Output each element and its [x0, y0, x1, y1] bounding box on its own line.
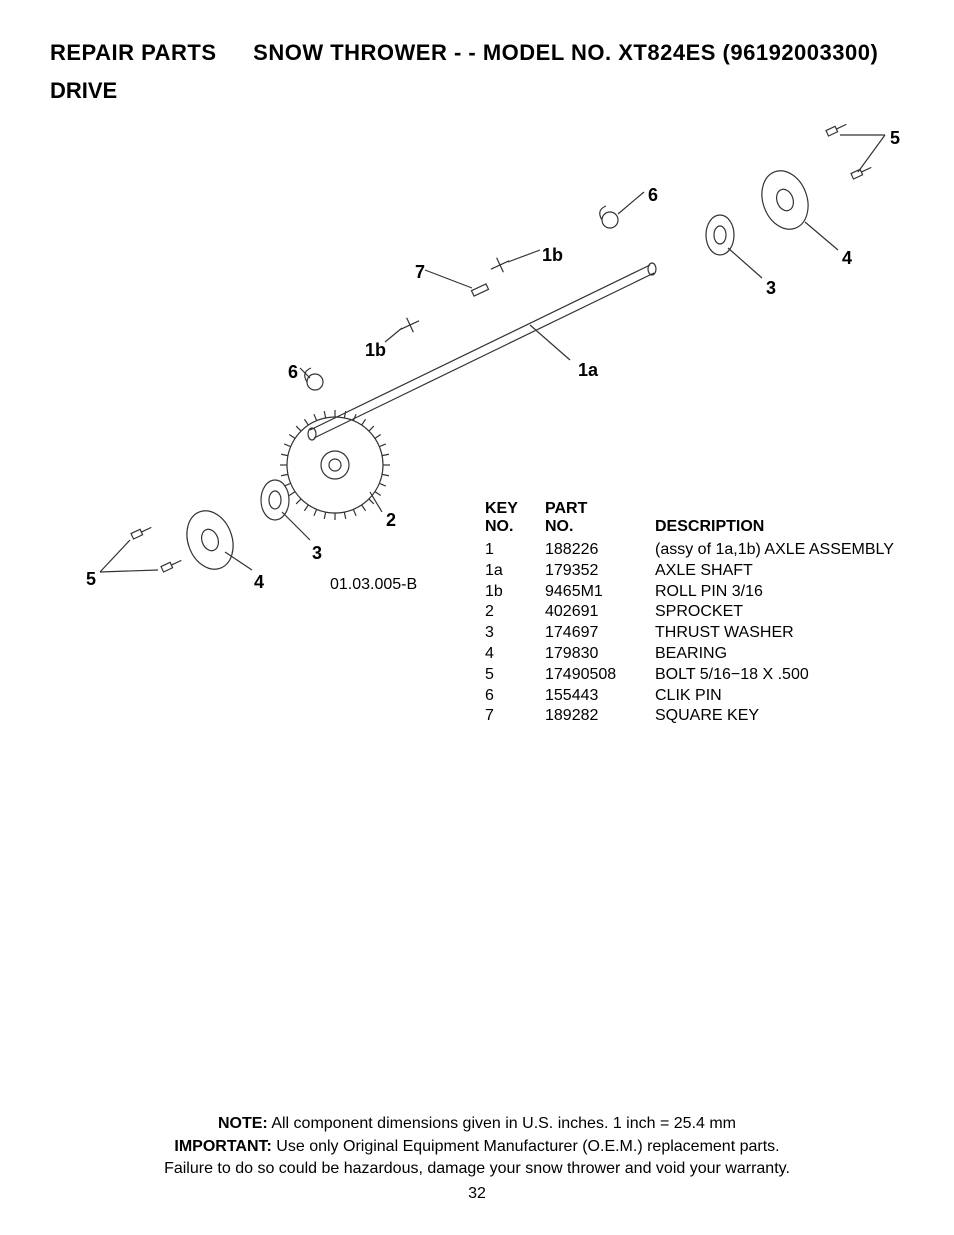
footer-warning-line: Failure to do so could be hazardous, dam… — [50, 1158, 904, 1180]
cell-description: BOLT 5/16−18 X .500 — [655, 665, 915, 686]
parts-table-row: 2402691SPROCKET — [485, 602, 915, 623]
cell-part: 179352 — [545, 561, 655, 582]
diagram-callout: 6 — [648, 185, 658, 206]
diagram-callout: 5 — [890, 128, 900, 149]
header-part: PART NO. — [545, 500, 655, 536]
parts-table: KEY NO. PART NO. DESCRIPTION 1188226(ass… — [485, 500, 915, 727]
page-footer: NOTE: All component dimensions given in … — [50, 1113, 904, 1205]
parts-table-row: 1188226(assy of 1a,1b) AXLE ASSEMBLY — [485, 540, 915, 561]
cell-part: 17490508 — [545, 665, 655, 686]
diagram-callout: 4 — [254, 572, 264, 593]
note-label: NOTE: — [218, 1115, 268, 1132]
header-part-line1: PART — [545, 500, 655, 518]
diagram-callout: 7 — [415, 262, 425, 283]
cell-description: AXLE SHAFT — [655, 561, 915, 582]
diagram-callout: 6 — [288, 362, 298, 383]
cell-key: 5 — [485, 665, 545, 686]
cell-part: 9465M1 — [545, 582, 655, 603]
cell-description: ROLL PIN 3/16 — [655, 582, 915, 603]
parts-table-row: 1a179352AXLE SHAFT — [485, 561, 915, 582]
cell-part: 174697 — [545, 623, 655, 644]
footer-important-line: IMPORTANT: Use only Original Equipment M… — [50, 1136, 904, 1158]
parts-table-row: 6155443CLIK PIN — [485, 686, 915, 707]
important-label: IMPORTANT: — [174, 1138, 271, 1155]
diagram-callout: 1b — [542, 245, 563, 266]
cell-description: SPROCKET — [655, 602, 915, 623]
cell-key: 1 — [485, 540, 545, 561]
model-code: (96192003300) — [723, 40, 879, 65]
cell-part: 402691 — [545, 602, 655, 623]
page-number: 32 — [50, 1183, 904, 1205]
parts-table-header: KEY NO. PART NO. DESCRIPTION — [485, 500, 915, 536]
header-key: KEY NO. — [485, 500, 545, 536]
header-desc-label: DESCRIPTION — [655, 518, 764, 536]
diagram-revision-code: 01.03.005-B — [330, 576, 417, 594]
footer-note-line: NOTE: All component dimensions given in … — [50, 1113, 904, 1135]
header-line-1: REPAIR PARTS SNOW THROWER - - MODEL NO. … — [50, 40, 904, 66]
cell-description: BEARING — [655, 644, 915, 665]
cell-description: THRUST WASHER — [655, 623, 915, 644]
header-desc: DESCRIPTION — [655, 500, 915, 536]
product-line-label: SNOW THROWER - - MODEL NO. — [253, 40, 611, 65]
cell-part: 155443 — [545, 686, 655, 707]
important-text: Use only Original Equipment Manufacturer… — [276, 1138, 779, 1155]
cell-key: 3 — [485, 623, 545, 644]
parts-table-row: 3174697THRUST WASHER — [485, 623, 915, 644]
diagram-callout: 1a — [578, 360, 598, 381]
cell-key: 7 — [485, 706, 545, 727]
cell-key: 1a — [485, 561, 545, 582]
cell-part: 189282 — [545, 706, 655, 727]
diagram-callout: 1b — [365, 340, 386, 361]
diagram-callout: 4 — [842, 248, 852, 269]
cell-description: SQUARE KEY — [655, 706, 915, 727]
parts-table-row: 7189282SQUARE KEY — [485, 706, 915, 727]
header-key-line2: NO. — [485, 518, 545, 536]
parts-table-body: 1188226(assy of 1a,1b) AXLE ASSEMBLY1a17… — [485, 540, 915, 727]
cell-part: 179830 — [545, 644, 655, 665]
note-text: All component dimensions given in U.S. i… — [271, 1115, 736, 1132]
diagram-callout: 2 — [386, 510, 396, 531]
diagram-callout: 3 — [312, 543, 322, 564]
cell-part: 188226 — [545, 540, 655, 561]
parts-table-row: 4179830BEARING — [485, 644, 915, 665]
cell-key: 2 — [485, 602, 545, 623]
cell-key: 4 — [485, 644, 545, 665]
cell-key: 1b — [485, 582, 545, 603]
diagram-callout: 5 — [86, 569, 96, 590]
section-title: DRIVE — [50, 78, 904, 104]
header-part-line2: NO. — [545, 518, 655, 536]
diagram-callout: 3 — [766, 278, 776, 299]
parts-table-row: 1b9465M1ROLL PIN 3/16 — [485, 582, 915, 603]
cell-description: (assy of 1a,1b) AXLE ASSEMBLY — [655, 540, 915, 561]
parts-table-row: 517490508BOLT 5/16−18 X .500 — [485, 665, 915, 686]
cell-description: CLIK PIN — [655, 686, 915, 707]
model-number: XT824ES — [618, 40, 716, 65]
repair-parts-label: REPAIR PARTS — [50, 40, 217, 65]
cell-key: 6 — [485, 686, 545, 707]
header-key-line1: KEY — [485, 500, 545, 518]
page-header: REPAIR PARTS SNOW THROWER - - MODEL NO. … — [50, 40, 904, 104]
